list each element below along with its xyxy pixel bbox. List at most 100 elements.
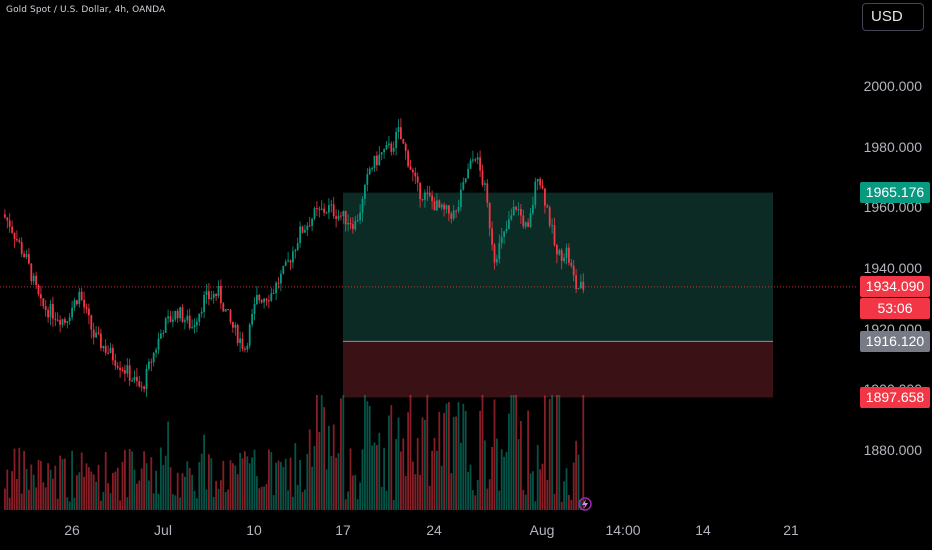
volume-bar (539, 469, 541, 510)
candle-body (529, 213, 532, 227)
volume-bar (260, 486, 263, 510)
volume-bar (78, 472, 81, 510)
volume-bar (558, 395, 561, 510)
volume-bar (248, 463, 251, 510)
y-tick-label: 1940.000 (863, 260, 922, 276)
candle-body (469, 160, 472, 169)
candle-body (556, 245, 558, 255)
candle-body (30, 263, 33, 282)
candle-body (164, 318, 167, 333)
candle-body (25, 254, 28, 258)
volume-bar (306, 453, 309, 510)
volume-bar (160, 447, 162, 510)
volume-bar (224, 491, 227, 510)
candle-body (35, 275, 37, 286)
volume-bar (217, 488, 220, 510)
volume-bar (6, 469, 9, 510)
x-tick-label: 26 (64, 522, 80, 538)
candle-body (241, 338, 244, 349)
candle-body (265, 298, 268, 301)
volume-bar (551, 395, 553, 510)
candle-body (20, 242, 23, 254)
volume-bar (109, 493, 112, 510)
stop-price-badge: 1897.658 (860, 386, 930, 408)
x-tick-label: 10 (246, 522, 262, 538)
volume-bar (344, 499, 347, 510)
candle-body (565, 247, 568, 258)
x-tick-label: 21 (783, 522, 799, 538)
candle-body (337, 215, 340, 219)
volume-bar (404, 476, 407, 510)
volume-bar (527, 410, 529, 510)
candle-body (136, 376, 138, 382)
candle-body (232, 321, 234, 328)
candle-body (438, 200, 441, 208)
x-tick-label: 14 (695, 522, 711, 538)
lightning-icon[interactable] (578, 497, 592, 511)
volume-bar (212, 496, 215, 510)
candle-body (536, 178, 539, 182)
volume-bar (320, 395, 323, 510)
volume-bar (66, 497, 69, 510)
volume-bar (510, 395, 513, 510)
candle-body (76, 300, 78, 305)
candle-body (294, 249, 297, 252)
volume-bar (397, 417, 400, 510)
candle-body (522, 215, 525, 227)
volume-bar (541, 463, 544, 510)
volume-bar (517, 439, 520, 510)
volume-bar (76, 475, 78, 510)
candle-body (104, 345, 107, 353)
candle-body (304, 230, 306, 233)
volume-bar (332, 424, 335, 510)
volume-bar (575, 440, 577, 510)
candle-body (61, 319, 64, 325)
volume-bar (464, 410, 467, 510)
candle-body (376, 155, 378, 166)
volume-bar (443, 412, 445, 510)
volume-bar (395, 439, 397, 510)
volume-bar (162, 465, 165, 510)
volume-bar (292, 496, 294, 510)
candle-body (66, 321, 69, 323)
volume-bar (469, 464, 472, 510)
volume-bar (253, 449, 256, 510)
volume-bar (196, 498, 198, 510)
y-tick-label: 1980.000 (863, 138, 922, 155)
candle-body (42, 298, 45, 307)
volume-bar (73, 497, 76, 510)
candle-body (210, 298, 213, 300)
candle-body (352, 224, 354, 230)
candle-body (193, 325, 196, 328)
volume-bar (119, 500, 121, 510)
candle-body (407, 150, 409, 167)
candle-body (217, 286, 220, 297)
candle-body (448, 205, 450, 214)
volume-bar (234, 465, 237, 510)
candle-body (450, 213, 453, 219)
volume-bar (491, 447, 493, 510)
volume-bar (486, 488, 489, 510)
volume-bar (140, 468, 143, 510)
currency-button[interactable]: USD (862, 3, 924, 31)
candle-body (328, 205, 330, 213)
candle-body (109, 347, 112, 353)
volume-bar (227, 489, 229, 510)
volume-bar (371, 445, 373, 510)
candle-body (296, 243, 299, 250)
volume-bar (85, 463, 88, 510)
candle-body (78, 291, 81, 305)
volume-bar (121, 461, 124, 510)
candle-body (467, 168, 469, 179)
volume-bar (563, 481, 565, 510)
candle-body (311, 218, 313, 226)
position-tool-zones[interactable] (343, 192, 773, 398)
candle-body (419, 182, 421, 200)
candle-body (388, 143, 390, 145)
profit-zone[interactable] (343, 192, 773, 342)
volume-bar (277, 460, 280, 510)
candle-body (359, 212, 361, 221)
loss-zone[interactable] (343, 341, 773, 398)
candle-body (80, 291, 83, 300)
